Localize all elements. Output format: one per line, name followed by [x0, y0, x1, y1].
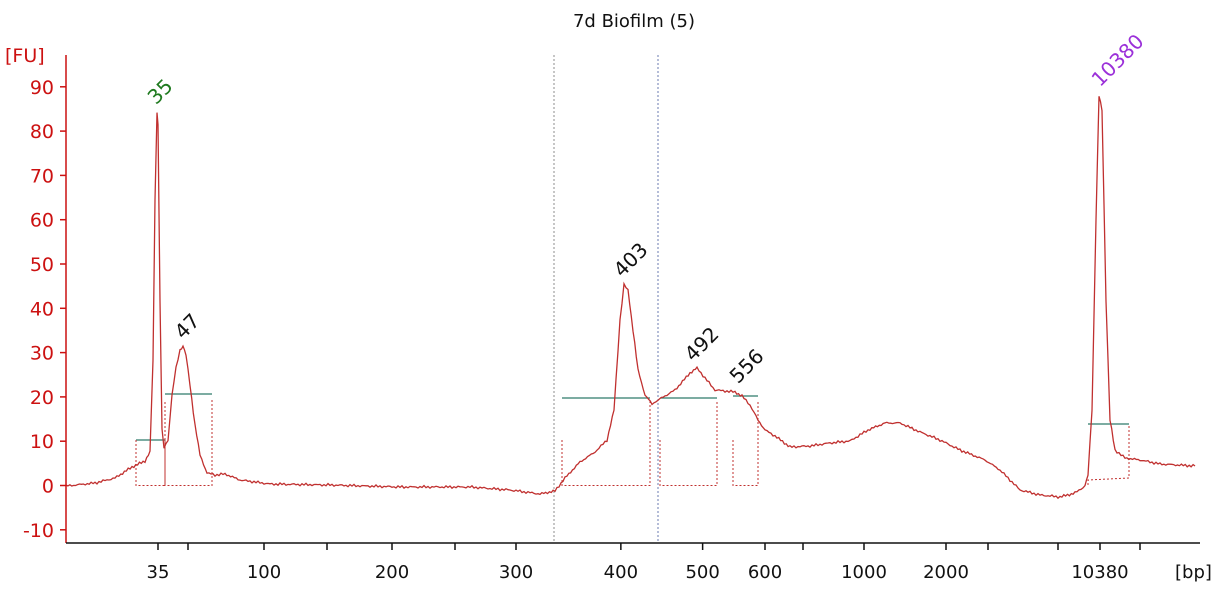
peak-integration-box: [164, 400, 213, 486]
y-tick-label: 60: [30, 210, 54, 232]
x-tick-label: 200: [375, 562, 409, 583]
y-tick-label: 0: [42, 476, 54, 498]
y-tick-label: 20: [30, 387, 54, 409]
x-tick-label: 500: [685, 562, 719, 583]
x-tick-label: 100: [247, 562, 281, 583]
x-tick-label: 600: [748, 562, 782, 583]
peak-integration-box: [659, 400, 718, 486]
fluorescence-trace: [65, 96, 1196, 500]
peak-integration-box: [135, 400, 166, 486]
x-tick-label: 35: [147, 562, 170, 583]
y-axis-ticks: -10 0 10 20 30 40 50 60 70 80 90: [23, 77, 66, 542]
y-tick-label: 90: [30, 77, 54, 99]
peak-baselines: [135, 393, 1130, 486]
peak-integration-box: [561, 400, 651, 486]
peak-label-10380: 10380: [1087, 29, 1149, 91]
x-axis-ticks: 35 100 200 300 400 500 600 1000 2000 10380: [147, 543, 1141, 583]
peak-integration-box: [732, 400, 759, 486]
x-tick-label: 400: [604, 562, 638, 583]
peak-label-492: 492: [680, 322, 724, 366]
y-tick-label: 30: [30, 343, 54, 365]
peak-label-556: 556: [725, 344, 769, 388]
y-axis-unit-label: [FU]: [5, 45, 45, 67]
y-tick-label: 50: [30, 254, 54, 276]
peak-integration-box: [1087, 424, 1130, 485]
x-tick-label: 10380: [1071, 562, 1128, 583]
peak-label-403: 403: [609, 238, 653, 282]
x-tick-label: 300: [499, 562, 533, 583]
peak-label-47: 47: [170, 309, 205, 344]
y-tick-label: 80: [30, 121, 54, 143]
y-tick-label: -10: [23, 520, 54, 542]
region-marker-lines: [553, 55, 659, 541]
y-tick-label: 10: [30, 431, 54, 453]
x-tick-label: 1000: [841, 562, 887, 583]
y-tick-label: 40: [30, 298, 54, 320]
x-axis-unit-label: [bp]: [1175, 562, 1212, 583]
trace-group: [65, 96, 1196, 500]
x-tick-label: 2000: [923, 562, 969, 583]
peak-label-35: 35: [143, 74, 178, 109]
chart-title: 7d Biofilm (5): [573, 11, 695, 32]
y-tick-label: 70: [30, 165, 54, 187]
